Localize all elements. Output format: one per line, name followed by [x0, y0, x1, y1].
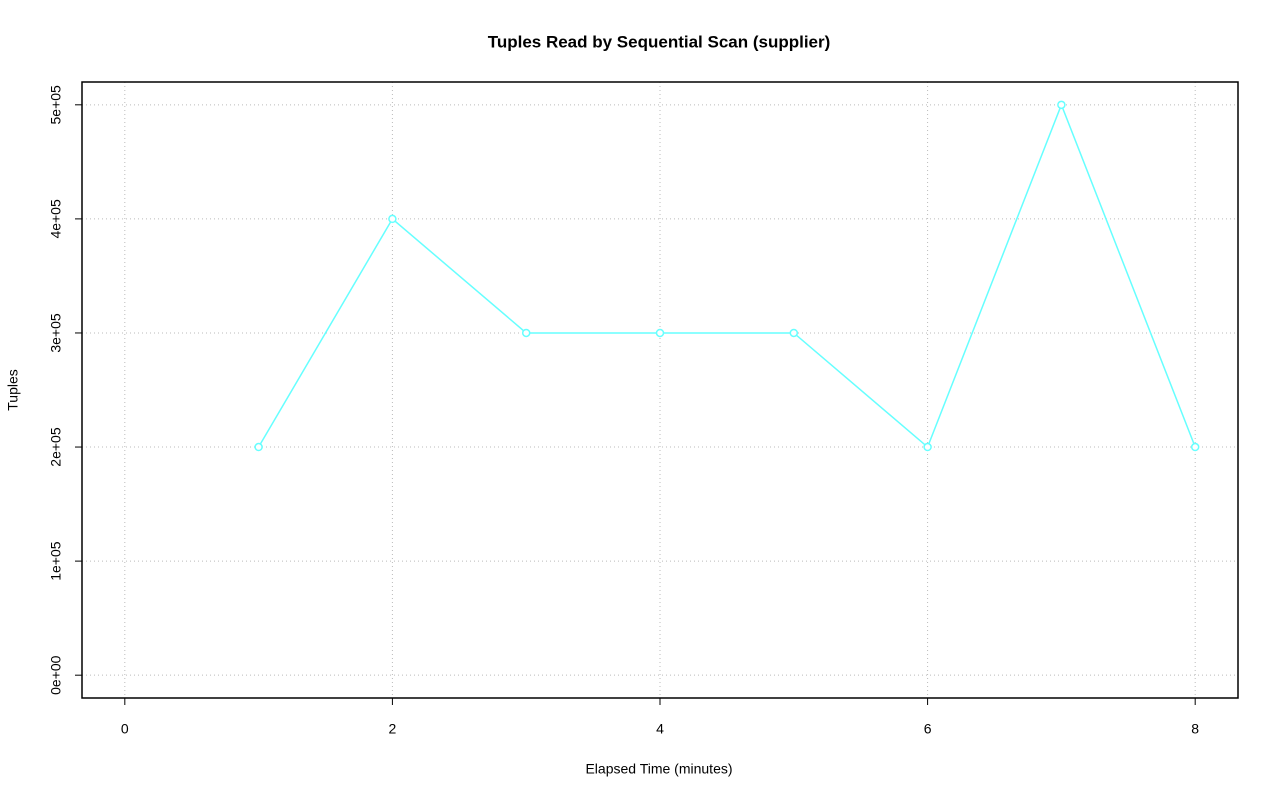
line: [257, 102, 1196, 449]
y-tick-label: 0e+00: [48, 655, 64, 695]
y-tick-label: 1e+05: [48, 541, 64, 581]
point: [789, 328, 799, 338]
x-tick-label: 0: [121, 721, 129, 737]
x-tick-label: 6: [924, 721, 932, 737]
x-tick-label: 8: [1191, 721, 1199, 737]
x-tick-label: 4: [656, 721, 664, 737]
point: [1057, 100, 1066, 110]
point: [923, 442, 932, 452]
chart-title: Tuples Read by Sequential Scan (supplier…: [488, 32, 831, 51]
y-tick-label: 2e+05: [48, 427, 64, 467]
y-axis-label: Tuples: [5, 369, 21, 411]
point: [1190, 442, 1200, 452]
point: [655, 328, 665, 338]
y-tick-label: 3e+05: [48, 313, 64, 353]
y-tick-label: 4e+05: [48, 199, 64, 239]
point: [521, 328, 531, 338]
point: [388, 214, 397, 224]
plot-frame: [81, 81, 1239, 699]
point: [254, 442, 263, 452]
x-axis-label: Elapsed Time (minutes): [585, 761, 732, 777]
x-tick-label: 2: [389, 721, 397, 737]
y-tick-label: 5e+05: [48, 85, 64, 125]
